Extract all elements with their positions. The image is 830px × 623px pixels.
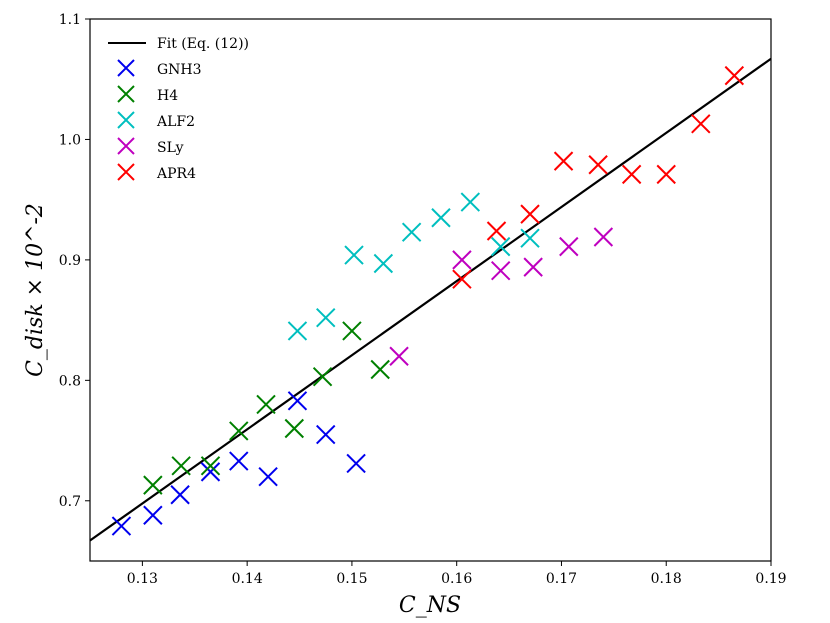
point-apr4 (520, 204, 540, 224)
point-gnh3 (170, 485, 190, 505)
fit-line (89, 57, 772, 542)
x-axis-label: C_NS (399, 593, 461, 618)
point-h4 (256, 394, 276, 415)
point-sly (389, 346, 409, 366)
point-h4 (143, 475, 163, 495)
legend-entry-fit: Fit (Eq. (12)) (108, 36, 249, 52)
y-tick-label: 0.8 (59, 373, 81, 389)
legend-label-alf2: ALF2 (156, 114, 195, 130)
legend-entry-apr4: APR4 (117, 163, 196, 182)
point-sly (523, 257, 543, 277)
y-tick-label: 0.9 (59, 253, 81, 269)
point-h4 (342, 321, 362, 341)
point-sly (452, 250, 472, 270)
point-apr4 (486, 221, 507, 241)
plot-frame (89, 18, 772, 562)
point-alf2 (344, 245, 364, 265)
point-apr4 (452, 269, 472, 289)
legend: Fit (Eq. (12)) GNH3 H4 ALF2 SLy APR4 (108, 36, 249, 182)
point-gnh3 (111, 516, 132, 536)
legend-label-gnh3: GNH3 (157, 62, 202, 78)
fit-line-layer (89, 57, 772, 542)
point-apr4 (621, 164, 642, 185)
point-gnh3 (346, 453, 366, 474)
point-alf2 (431, 208, 451, 228)
legend-label-fit: Fit (Eq. (12)) (157, 36, 249, 52)
legend-marker-sly (117, 137, 135, 155)
x-tick-label: 0.14 (232, 571, 263, 587)
legend-entry-alf2: ALF2 (117, 111, 195, 130)
x-tick-label: 0.19 (755, 571, 786, 587)
point-alf2 (520, 228, 540, 248)
data-points (111, 65, 745, 536)
point-h4 (284, 418, 305, 439)
point-h4 (200, 456, 221, 476)
legend-label-apr4: APR4 (156, 166, 196, 182)
point-apr4 (553, 151, 574, 171)
point-apr4 (691, 114, 711, 134)
legend-label-sly: SLy (157, 140, 184, 156)
x-axis-ticks: 0.13 0.14 0.15 0.16 0.17 0.18 0.19 (127, 561, 787, 587)
legend-entry-gnh3: GNH3 (117, 59, 202, 78)
point-gnh3 (229, 451, 249, 471)
point-sly (559, 236, 579, 257)
y-tick-label: 1.0 (59, 132, 81, 148)
point-gnh3 (258, 466, 278, 487)
x-tick-label: 0.17 (546, 571, 577, 587)
point-apr4 (588, 155, 608, 175)
point-gnh3 (200, 462, 221, 482)
point-alf2 (373, 253, 394, 274)
x-tick-label: 0.18 (651, 571, 682, 587)
legend-label-h4: H4 (157, 88, 178, 104)
y-tick-label: 1.1 (59, 12, 81, 28)
point-alf2 (490, 236, 511, 257)
point-gnh3 (316, 424, 336, 445)
point-gnh3 (143, 505, 163, 525)
point-apr4 (724, 65, 745, 86)
point-alf2 (287, 321, 308, 341)
legend-marker-gnh3 (117, 59, 135, 77)
point-apr4 (656, 164, 676, 185)
legend-entry-h4: H4 (117, 85, 178, 104)
point-h4 (171, 456, 191, 476)
point-h4 (312, 367, 333, 387)
point-sly (490, 261, 511, 281)
legend-marker-apr4 (117, 163, 135, 181)
legend-entry-sly: SLy (117, 137, 184, 156)
x-tick-label: 0.13 (127, 571, 158, 587)
point-h4 (229, 421, 249, 441)
x-tick-label: 0.15 (336, 571, 367, 587)
legend-marker-h4 (117, 85, 135, 103)
point-alf2 (316, 307, 336, 328)
x-tick-label: 0.16 (441, 571, 472, 587)
y-axis-ticks: 0.7 0.8 0.9 1.0 1.1 (59, 12, 90, 510)
point-gnh3 (287, 391, 308, 411)
point-alf2 (401, 222, 422, 242)
point-alf2 (460, 192, 481, 212)
point-h4 (370, 359, 390, 380)
point-sly (593, 227, 614, 247)
legend-marker-alf2 (117, 111, 135, 129)
y-axis-label: C_disk × 10^-2 (23, 203, 48, 377)
y-tick-label: 0.7 (59, 494, 81, 510)
